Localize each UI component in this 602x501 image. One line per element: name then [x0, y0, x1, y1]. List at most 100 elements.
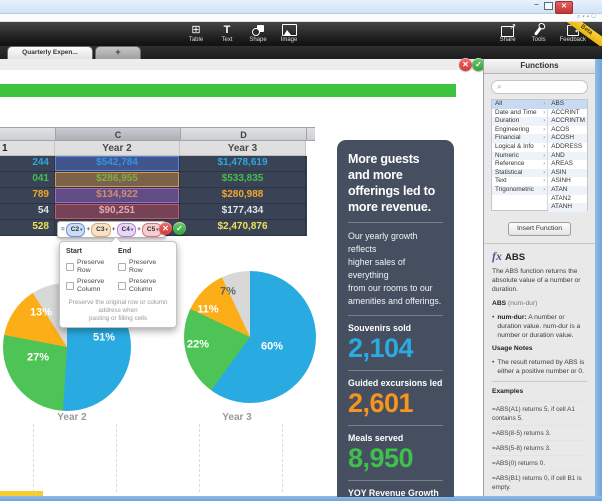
- text-button[interactable]: T Text: [217, 24, 237, 43]
- chevron-right-icon: ›: [543, 118, 546, 125]
- shape-button[interactable]: Shape: [248, 24, 268, 43]
- cell-d5[interactable]: $177,434: [180, 204, 306, 219]
- table-row[interactable]: 041 $286,955 $533,835: [0, 172, 307, 188]
- header-cell-year1-fragment[interactable]: 1: [0, 141, 55, 156]
- function-item[interactable]: ACCRINT: [551, 108, 580, 116]
- function-item[interactable]: AND: [548, 151, 587, 161]
- category-text[interactable]: Text ›: [495, 177, 546, 185]
- cell-c2-value: $542,784: [96, 157, 138, 168]
- function-item[interactable]: ASINH: [551, 177, 571, 185]
- formula-cancel-button[interactable]: ✕: [459, 58, 472, 71]
- function-item[interactable]: ATAN: [548, 185, 587, 195]
- column-header-b-fragment[interactable]: [0, 127, 56, 141]
- function-item[interactable]: ACOSH: [548, 134, 587, 143]
- search-icon[interactable]: ⌕: [576, 14, 583, 20]
- cell-ref-token-c4[interactable]: C4 ▾: [116, 222, 137, 237]
- category-engineering[interactable]: Engineering ›: [495, 125, 546, 133]
- category-duration[interactable]: Duration ›: [492, 117, 548, 126]
- pie-chart-year3[interactable]: [184, 271, 316, 403]
- formula-accept-button[interactable]: ✓: [472, 58, 485, 71]
- minimize-button-icon[interactable]: –: [534, 0, 539, 9]
- browser-icons[interactable]: ⌕▾▪↻: [577, 14, 598, 21]
- chevron-right-icon: ›: [543, 169, 546, 176]
- pie-slice-label: 60%: [260, 340, 284, 353]
- token-caret-icon[interactable]: ▾: [105, 226, 108, 232]
- category-trigonometric[interactable]: Trigonometric ›: [492, 185, 548, 195]
- function-item-abs[interactable]: ABS: [548, 100, 587, 109]
- function-documentation: fx ABS The ABS function returns the absol…: [484, 243, 595, 497]
- cell-ref-token-c2[interactable]: C2 ▾: [65, 222, 86, 237]
- cell-c5[interactable]: $90,251: [55, 204, 180, 219]
- divider: [492, 381, 587, 382]
- function-item[interactable]: AREAS: [551, 160, 573, 168]
- preserve-column-start-checkbox[interactable]: [66, 282, 74, 290]
- usage-notes-title: Usage Notes: [492, 345, 533, 352]
- category-financial[interactable]: Financial ›: [492, 134, 548, 143]
- category-all[interactable]: All ›: [492, 100, 548, 109]
- cell-c2[interactable]: $542,784: [55, 156, 180, 171]
- cell-b5-fragment[interactable]: 54: [0, 204, 55, 219]
- function-item[interactable]: ADDRESS: [551, 142, 583, 150]
- tools-button[interactable]: Tools: [529, 24, 549, 43]
- token-caret-icon[interactable]: ▾: [80, 226, 83, 232]
- column-header-e-fragment[interactable]: [306, 127, 315, 141]
- maximize-button-icon[interactable]: [544, 2, 553, 10]
- cell-ref-token-c3[interactable]: C3 ▾: [91, 222, 111, 237]
- cell-c5-value: $90,251: [98, 205, 136, 216]
- category-logical-info[interactable]: Logical & Info ›: [495, 142, 546, 150]
- cell-d6[interactable]: $2,470,876: [180, 220, 306, 235]
- insert-function-button[interactable]: Insert Function: [508, 222, 571, 236]
- function-item[interactable]: ACCRINTM: [548, 117, 587, 126]
- function-item[interactable]: ATANH: [548, 203, 587, 212]
- image-button[interactable]: Image: [279, 24, 299, 43]
- formula-accept-button[interactable]: ✓: [173, 222, 186, 235]
- preserve-column-end-checkbox[interactable]: [118, 282, 126, 290]
- function-signature: ABS (num-dur): [492, 300, 538, 307]
- cell-c3[interactable]: $286,955: [55, 172, 180, 187]
- function-item[interactable]: ATAN2: [551, 194, 571, 202]
- cell-b2-fragment[interactable]: 244: [0, 156, 55, 171]
- formula-cancel-button[interactable]: ✕: [159, 222, 172, 235]
- category-numeric[interactable]: Numeric ›: [492, 151, 548, 161]
- token-caret-icon[interactable]: ▾: [130, 226, 134, 232]
- header-cell-year2[interactable]: Year 2: [55, 141, 180, 156]
- end-label: End: [118, 248, 132, 255]
- refresh-icon[interactable]: ↻: [590, 14, 598, 20]
- column-header-c[interactable]: C: [55, 127, 181, 141]
- function-item[interactable]: ASIN: [548, 168, 587, 178]
- page-guide-line: [116, 424, 117, 492]
- preserve-column-label: Preserve Column: [129, 278, 157, 293]
- preserve-row-end-checkbox[interactable]: [118, 263, 126, 271]
- category-statistical[interactable]: Statistical ›: [492, 168, 548, 178]
- chevron-right-icon: ›: [543, 186, 546, 193]
- tab-quarterly-expenses[interactable]: Quarterly Expen...: [7, 46, 93, 59]
- cell-b4-fragment[interactable]: 789: [0, 188, 55, 203]
- cell-b6-fragment[interactable]: 528: [0, 220, 55, 235]
- function-search-input[interactable]: ⌕: [491, 80, 588, 94]
- stat-label: Souvenirs sold: [348, 323, 412, 333]
- stats-text-panel[interactable]: More guests and more offerings led to mo…: [337, 140, 454, 501]
- table-top-green-band[interactable]: [0, 84, 456, 97]
- table-row[interactable]: 54 $90,251 $177,434: [0, 204, 307, 220]
- dropdown-icon[interactable]: ▾: [582, 14, 587, 20]
- cell-d2[interactable]: $1,478,619: [180, 156, 306, 171]
- header-cell-year3[interactable]: Year 3: [180, 141, 306, 156]
- function-item[interactable]: ACOS: [551, 125, 570, 133]
- table-button[interactable]: ⊞ Table: [186, 24, 206, 43]
- close-button[interactable]: ✕: [555, 1, 573, 14]
- table-row[interactable]: 789 $134,922 $280,988: [0, 188, 307, 204]
- cell-d4[interactable]: $280,988: [180, 188, 306, 203]
- cell-c4[interactable]: $134,922: [55, 188, 180, 203]
- add-sheet-tab[interactable]: +: [95, 46, 141, 59]
- preserve-row-start-checkbox[interactable]: [66, 263, 74, 271]
- cell-b3-fragment[interactable]: 041: [0, 172, 55, 187]
- formula-editor[interactable]: = C2 ▾ + C3 ▾ + C4 ▾ + C5 ▾: [57, 221, 166, 238]
- category-reference[interactable]: Reference ›: [495, 160, 546, 168]
- table-icon: ⊞: [191, 24, 201, 36]
- category-date-and-time[interactable]: Date and Time ›: [495, 108, 546, 116]
- cell-d3[interactable]: $533,835: [180, 172, 306, 187]
- share-button[interactable]: Share: [498, 22, 518, 43]
- token-caret-icon[interactable]: ▾: [156, 226, 159, 232]
- column-header-d[interactable]: D: [180, 127, 307, 141]
- table-row[interactable]: 244 $542,784 $1,478,619: [0, 156, 307, 172]
